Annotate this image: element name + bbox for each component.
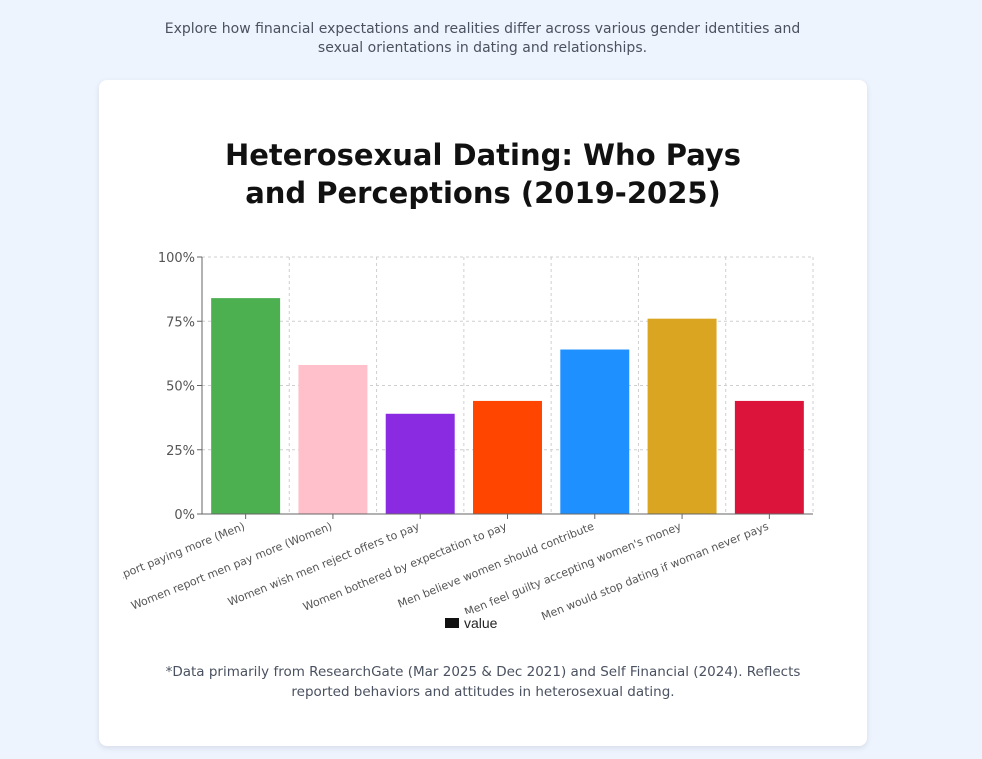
legend-swatch [445,618,459,628]
bar [473,400,542,514]
data-footnote: *Data primarily from ResearchGate (Mar 2… [165,664,801,700]
label-clip [99,510,123,600]
intro-text: Explore how financial expectations and r… [164,21,801,56]
bar [385,413,455,514]
y-tick-label: 50% [166,380,195,395]
bar [647,318,717,514]
chart-legend[interactable]: value [445,614,498,632]
chart-title: Heterosexual Dating: Who Pays and Percep… [224,138,742,210]
bar [734,400,804,514]
legend-label: value [464,615,498,631]
bar [211,298,281,514]
bar-chart: 0%25%50%75%100%Men report paying more (M… [99,251,814,623]
y-tick-label: 100% [158,251,195,266]
bar [298,364,368,514]
y-tick-label: 0% [174,508,195,523]
y-tick-label: 25% [166,444,195,459]
bar [560,349,630,514]
chart-card: Heterosexual Dating: Who Pays and Percep… [99,80,867,746]
y-tick-label: 75% [166,315,195,330]
